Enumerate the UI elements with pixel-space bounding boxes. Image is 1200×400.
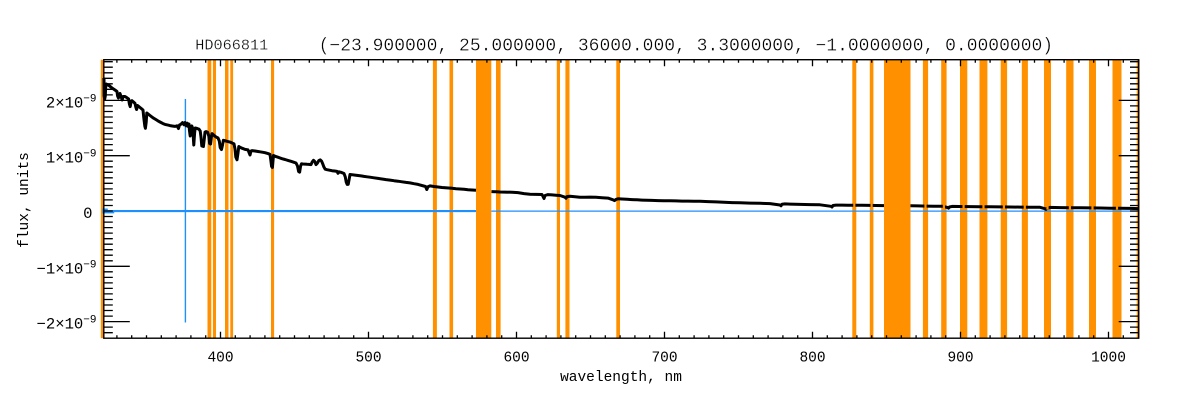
svg-text:400: 400 [207, 351, 233, 367]
svg-text:1000: 1000 [1091, 351, 1126, 367]
svg-text:700: 700 [651, 351, 677, 367]
svg-text:HD066811: HD066811 [195, 36, 268, 54]
svg-text:wavelength, nm: wavelength, nm [560, 370, 682, 386]
svg-text:800: 800 [799, 351, 825, 367]
svg-text:900: 900 [947, 351, 973, 367]
svg-text:−2×10−9: −2×10−9 [37, 315, 97, 334]
svg-text:0: 0 [83, 205, 92, 223]
svg-text:−1×10−9: −1×10−9 [37, 259, 97, 278]
svg-text:600: 600 [503, 351, 529, 367]
svg-text:(−23.900000, 25.000000, 36000.: (−23.900000, 25.000000, 36000.000, 3.300… [319, 37, 1054, 57]
svg-text:flux, units: flux, units [17, 152, 33, 248]
svg-text:500: 500 [355, 351, 381, 367]
